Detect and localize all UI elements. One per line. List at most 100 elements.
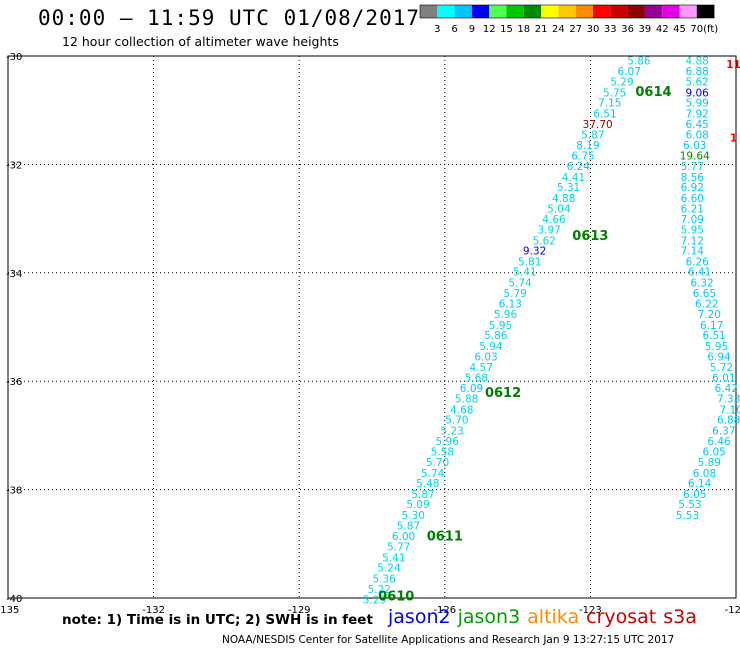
- swh-value: 4.66: [542, 214, 566, 226]
- swh-value: 5.95: [705, 341, 728, 353]
- colorbar-label: 30: [587, 24, 600, 35]
- swh-value: 5.09: [406, 499, 429, 511]
- swh-value: 5.95: [489, 320, 512, 332]
- swh-value: 6.26: [685, 256, 709, 268]
- swh-value: 5.74: [421, 468, 445, 480]
- legend-item-cryosat: cryosat: [586, 606, 657, 628]
- colorbar-label: 39: [639, 24, 652, 35]
- y-tick-label: -34: [6, 269, 22, 280]
- swh-value: 5.30: [402, 510, 425, 522]
- colorbar-label: 3: [434, 24, 440, 35]
- colorbar-swatch: [575, 5, 593, 18]
- swh-value: 5.72: [710, 362, 733, 374]
- swh-value: 5.41: [513, 267, 536, 279]
- y-tick-label: -32: [6, 160, 22, 171]
- time-label: 0613: [572, 229, 608, 244]
- swh-value: 5.53: [678, 499, 701, 511]
- x-tick-label: -123: [579, 605, 602, 616]
- time-label: 0614: [635, 85, 671, 100]
- swh-value: 6.17: [700, 320, 723, 332]
- swh-value: 6.51: [593, 108, 616, 120]
- colorbar-label: 33: [604, 24, 617, 35]
- colorbar-label: 24: [552, 24, 565, 35]
- swh-value: 7.92: [685, 108, 708, 120]
- colorbar-swatch: [627, 5, 645, 18]
- swh-value: 7.10: [719, 404, 740, 416]
- swh-value: 6.24: [567, 161, 591, 173]
- swh-value: 5.22: [368, 584, 391, 596]
- swh-value: 5.53: [676, 510, 699, 522]
- swh-value: 6.75: [571, 151, 594, 163]
- colorbar-label: 9: [469, 24, 475, 35]
- colorbar-swatch: [541, 5, 559, 18]
- colorbar-label: 6: [451, 24, 457, 35]
- swh-value: 6.92: [681, 182, 704, 194]
- swh-value: 5.99: [685, 98, 708, 110]
- plot-frame: [7, 55, 737, 599]
- colorbar-label: 42: [656, 24, 669, 35]
- swh-value: 6.22: [695, 299, 718, 311]
- swh-value: 7.33: [717, 394, 740, 406]
- swh-value: 5.77: [387, 542, 410, 554]
- colorbar-swatch: [558, 5, 576, 18]
- swh-value: 4.88: [685, 55, 708, 67]
- swh-value: 5.95: [681, 224, 704, 236]
- swh-value: 7.09: [681, 214, 704, 226]
- credit-line: NOAA/NESDIS Center for Satellite Applica…: [222, 634, 675, 646]
- swh-value: 6.42: [715, 383, 738, 395]
- x-tick-label: -132: [142, 605, 165, 616]
- swh-value: 5.70: [445, 415, 468, 427]
- colorbar-swatch: [471, 5, 490, 18]
- swh-value: 5.86: [627, 55, 651, 67]
- swh-value: 6.01: [712, 372, 735, 384]
- colorbar-label: 27: [569, 24, 582, 35]
- colorbar-swatch: [679, 5, 697, 18]
- swh-value: 5.81: [518, 256, 541, 268]
- swh-value: 6.13: [499, 299, 522, 311]
- swh-value: 6.37: [712, 426, 735, 438]
- swh-value: 5.68: [465, 372, 488, 384]
- swh-value: 4.88: [552, 193, 575, 205]
- swh-value: 6.14: [688, 478, 712, 490]
- time-label: 0612: [485, 386, 521, 401]
- swh-value: 5.62: [685, 76, 708, 88]
- plot-area: -135 -132 -129 -126 -123 -120 -30 -32 -34 -36 -38 -…: [0, 52, 740, 616]
- colorbar-swatch: [696, 5, 715, 18]
- swh-value: 5.87: [581, 130, 604, 142]
- time-label: 0610: [378, 589, 414, 604]
- colorbar-unit: (ft): [703, 24, 718, 35]
- colorbar-label: 15: [500, 24, 513, 35]
- swh-value: 5.77: [681, 161, 704, 173]
- swh-value: 9.06: [685, 87, 709, 99]
- swh-value: 7.14: [681, 246, 705, 258]
- colorbar-swatch: [662, 5, 680, 18]
- swh-value: 4.57: [470, 362, 493, 374]
- legend-item-jason3: jason3: [457, 606, 521, 628]
- swh-value: 5.23: [440, 426, 463, 438]
- swh-value: 1: [730, 132, 737, 144]
- swh-value: 5.31: [557, 182, 580, 194]
- colorbar: 3 6 9 12 15 18 21 24 27 30 33 36 39 42 45 70 (ft): [419, 4, 718, 35]
- swh-value: 6.08: [693, 468, 716, 480]
- legend-item-jason2: jason2: [388, 606, 451, 628]
- satellite-legend: jason2 jason3 altika cryosat s3a: [388, 606, 704, 628]
- x-tick-label: -135: [0, 605, 19, 616]
- y-tick-label: -38: [6, 486, 22, 497]
- colorbar-swatch: [454, 5, 472, 18]
- colorbar-label: 12: [483, 24, 496, 35]
- swh-value: 5.74: [508, 278, 532, 290]
- swh-value: 6.51: [702, 330, 725, 342]
- swh-value: 6.32: [690, 278, 713, 290]
- colorbar-swatch: [437, 5, 455, 18]
- swh-value: 5.62: [533, 235, 556, 247]
- colorbar-label: 36: [621, 24, 634, 35]
- swh-value: 5.41: [382, 552, 405, 564]
- colorbar-swatch: [506, 5, 524, 18]
- colorbar-label: 70: [690, 24, 703, 35]
- swh-value: 5.96: [494, 309, 518, 321]
- swh-value: 6.60: [681, 193, 704, 205]
- x-tick-label: -120: [725, 605, 740, 616]
- swh-value: 6.08: [685, 130, 708, 142]
- swh-value: 19.64: [680, 151, 710, 163]
- swh-value: 5.79: [503, 288, 526, 300]
